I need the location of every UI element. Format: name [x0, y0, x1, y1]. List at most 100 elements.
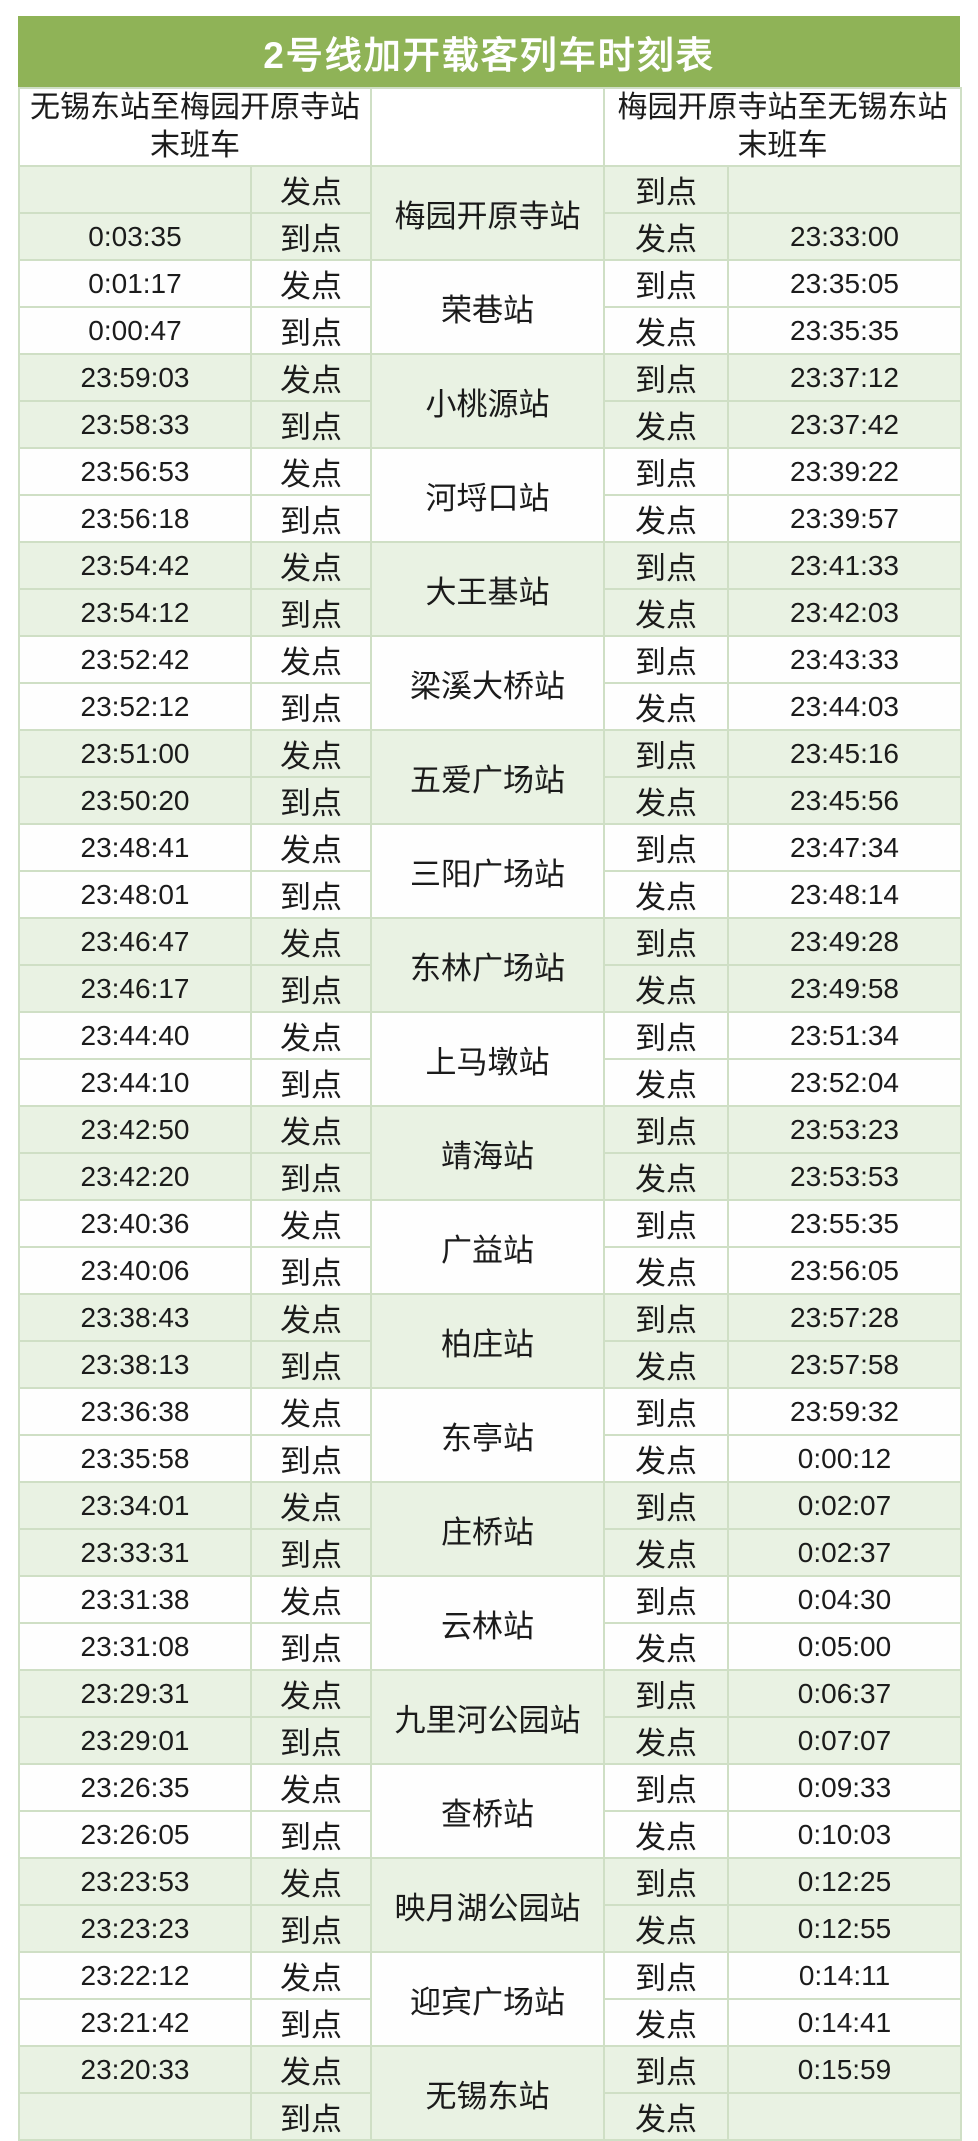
right-arrive-label: 到点 [603, 1105, 729, 1154]
station-row-top: 23:44:40 发点 上马墩站 到点 23:51:34 [18, 1011, 962, 1107]
left-arrive-time: 23:38:13 [18, 1340, 252, 1389]
station-name: 上马墩站 [370, 1011, 605, 1107]
left-arrive-time: 23:26:05 [18, 1810, 252, 1859]
station-row-top: 23:52:42 发点 梁溪大桥站 到点 23:43:33 [18, 635, 962, 731]
left-arrive-time: 23:52:12 [18, 682, 252, 731]
right-arrive-label: 到点 [603, 353, 729, 402]
left-arrive-label: 到点 [250, 1152, 372, 1201]
left-arrive-label: 到点 [250, 400, 372, 449]
station-row-bottom: 0:03:35 到点 发点 23:33:00 [18, 212, 962, 261]
station-row-bottom: 23:50:20 到点 发点 23:45:56 [18, 776, 962, 825]
right-arrive-time: 23:47:34 [727, 823, 962, 872]
right-depart-label: 发点 [603, 1528, 729, 1577]
station-row-top: 23:20:33 发点 无锡东站 到点 0:15:59 [18, 2045, 962, 2141]
route-header-spacer [370, 87, 605, 167]
left-arrive-label: 到点 [250, 494, 372, 543]
right-depart-label: 发点 [603, 1340, 729, 1389]
page-title: 2号线加开载客列车时刻表 [263, 34, 715, 76]
right-depart-time: 0:00:12 [727, 1434, 962, 1483]
right-arrive-label: 到点 [603, 259, 729, 308]
right-depart-time: 0:12:55 [727, 1904, 962, 1953]
right-depart-time: 23:52:04 [727, 1058, 962, 1107]
station-name: 映月湖公园站 [370, 1857, 605, 1953]
station-name: 九里河公园站 [370, 1669, 605, 1765]
left-depart-time: 23:44:40 [18, 1011, 252, 1060]
left-arrive-label: 到点 [250, 1998, 372, 2047]
right-arrive-label: 到点 [603, 1575, 729, 1624]
right-depart-time: 0:10:03 [727, 1810, 962, 1859]
right-depart-label: 发点 [603, 1810, 729, 1859]
station-name: 庄桥站 [370, 1481, 605, 1577]
right-depart-time: 23:42:03 [727, 588, 962, 637]
left-depart-label: 发点 [250, 1857, 372, 1906]
left-depart-time: 23:20:33 [18, 2045, 252, 2094]
right-arrive-label: 到点 [603, 1763, 729, 1812]
station-name: 迎宾广场站 [370, 1951, 605, 2047]
station-name: 荣巷站 [370, 259, 605, 355]
right-arrive-time: 23:45:16 [727, 729, 962, 778]
station-row-bottom: 23:44:10 到点 发点 23:52:04 [18, 1058, 962, 1107]
station-row-top: 23:36:38 发点 东亭站 到点 23:59:32 [18, 1387, 962, 1483]
left-arrive-label: 到点 [250, 682, 372, 731]
right-arrive-label: 到点 [603, 1951, 729, 2000]
right-arrive-time: 23:53:23 [727, 1105, 962, 1154]
left-arrive-time: 23:54:12 [18, 588, 252, 637]
right-arrive-label: 到点 [603, 1387, 729, 1436]
station-row-top: 23:54:42 发点 大王基站 到点 23:41:33 [18, 541, 962, 637]
right-arrive-time: 23:49:28 [727, 917, 962, 966]
right-arrive-label: 到点 [603, 2045, 729, 2094]
left-depart-time: 23:31:38 [18, 1575, 252, 1624]
right-arrive-time: 0:04:30 [727, 1575, 962, 1624]
left-arrive-label: 到点 [250, 1716, 372, 1765]
station-row-top: 0:01:17 发点 荣巷站 到点 23:35:05 [18, 259, 962, 355]
station-name: 云林站 [370, 1575, 605, 1671]
station-row-bottom: 23:29:01 到点 发点 0:07:07 [18, 1716, 962, 1765]
right-depart-time: 23:44:03 [727, 682, 962, 731]
station-row-top: 23:42:50 发点 靖海站 到点 23:53:23 [18, 1105, 962, 1201]
left-depart-time: 23:59:03 [18, 353, 252, 402]
left-depart-label: 发点 [250, 1763, 372, 1812]
station-row-bottom: 23:33:31 到点 发点 0:02:37 [18, 1528, 962, 1577]
route-header-right-subtitle: 末班车 [737, 129, 828, 162]
left-arrive-time: 23:40:06 [18, 1246, 252, 1295]
left-depart-time: 23:26:35 [18, 1763, 252, 1812]
route-header-left-subtitle: 末班车 [150, 129, 240, 162]
station-row-bottom: 23:54:12 到点 发点 23:42:03 [18, 588, 962, 637]
left-depart-label: 发点 [250, 1105, 372, 1154]
right-arrive-label: 到点 [603, 823, 729, 872]
station-row-top: 23:29:31 发点 九里河公园站 到点 0:06:37 [18, 1669, 962, 1765]
station-name: 东亭站 [370, 1387, 605, 1483]
right-depart-label: 发点 [603, 1622, 729, 1671]
right-arrive-time: 23:59:32 [727, 1387, 962, 1436]
left-arrive-time: 23:46:17 [18, 964, 252, 1013]
left-arrive-time: 0:00:47 [18, 306, 252, 355]
right-depart-label: 发点 [603, 306, 729, 355]
left-arrive-label: 到点 [250, 1340, 372, 1389]
right-depart-label: 发点 [603, 494, 729, 543]
left-depart-label: 发点 [250, 1575, 372, 1624]
right-depart-time: 23:49:58 [727, 964, 962, 1013]
station-name: 靖海站 [370, 1105, 605, 1201]
right-arrive-label: 到点 [603, 1011, 729, 1060]
timetable-table: 无锡东站至梅园开原寺站 末班车 梅园开原寺站至无锡东站 末班车 发点 梅园开原寺站… [18, 87, 962, 2141]
station-name: 大王基站 [370, 541, 605, 637]
right-arrive-time: 23:35:05 [727, 259, 962, 308]
left-depart-time: 23:34:01 [18, 1481, 252, 1530]
station-name: 梁溪大桥站 [370, 635, 605, 731]
station-row-bottom: 23:52:12 到点 发点 23:44:03 [18, 682, 962, 731]
station-name: 广益站 [370, 1199, 605, 1295]
station-row-bottom: 23:46:17 到点 发点 23:49:58 [18, 964, 962, 1013]
station-name: 查桥站 [370, 1763, 605, 1859]
left-arrive-label: 到点 [250, 306, 372, 355]
station-name: 五爱广场站 [370, 729, 605, 825]
right-arrive-time: 0:09:33 [727, 1763, 962, 1812]
station-row-top: 23:22:12 发点 迎宾广场站 到点 0:14:11 [18, 1951, 962, 2047]
route-header-right: 梅园开原寺站至无锡东站 末班车 [603, 87, 962, 167]
left-arrive-time: 23:50:20 [18, 776, 252, 825]
left-arrive-label: 到点 [250, 2092, 372, 2141]
right-arrive-time: 23:43:33 [727, 635, 962, 684]
station-name: 东林广场站 [370, 917, 605, 1013]
left-depart-label: 发点 [250, 165, 372, 214]
left-depart-time: 23:54:42 [18, 541, 252, 590]
left-depart-label: 发点 [250, 917, 372, 966]
